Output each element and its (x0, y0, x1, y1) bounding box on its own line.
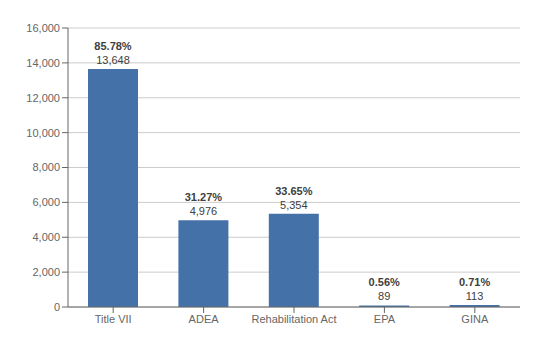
svg-text:6,000: 6,000 (32, 196, 60, 208)
svg-text:113: 113 (466, 290, 484, 302)
svg-text:4,976: 4,976 (190, 205, 218, 217)
svg-text:85.78%: 85.78% (94, 40, 132, 52)
svg-text:2,000: 2,000 (32, 266, 60, 278)
svg-text:31.27%: 31.27% (185, 191, 223, 203)
svg-text:5,354: 5,354 (280, 199, 308, 211)
svg-text:33.65%: 33.65% (275, 185, 313, 197)
svg-text:Title VII: Title VII (95, 313, 132, 325)
svg-text:ADEA: ADEA (189, 313, 220, 325)
svg-text:Rehabilitation Act: Rehabilitation Act (252, 313, 337, 325)
svg-text:12,000: 12,000 (26, 92, 60, 104)
svg-text:89: 89 (378, 290, 390, 302)
svg-text:0: 0 (54, 301, 60, 313)
svg-text:8,000: 8,000 (32, 161, 60, 173)
svg-text:16,000: 16,000 (26, 22, 60, 34)
svg-text:0.71%: 0.71% (459, 276, 490, 288)
svg-text:13,648: 13,648 (96, 54, 130, 66)
svg-text:GINA: GINA (461, 313, 489, 325)
svg-text:4,000: 4,000 (32, 231, 60, 243)
svg-text:EPA: EPA (374, 313, 396, 325)
svg-text:0.56%: 0.56% (369, 276, 400, 288)
svg-text:10,000: 10,000 (26, 127, 60, 139)
svg-text:14,000: 14,000 (26, 57, 60, 69)
